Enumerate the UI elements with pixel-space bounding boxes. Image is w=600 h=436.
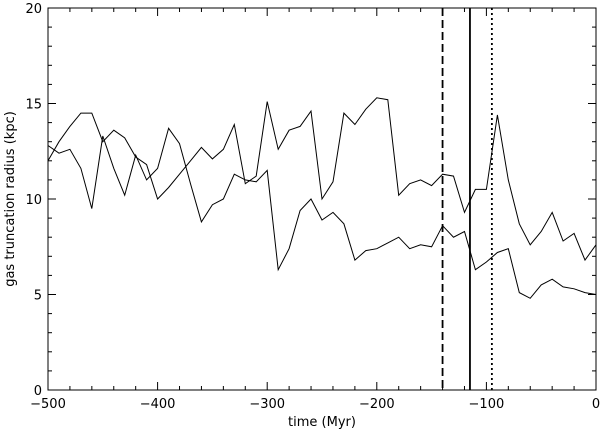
series-line-1 [47,97,597,262]
x-tick-label: −300 [249,397,285,412]
x-tick-label: −200 [359,397,395,412]
y-axis-label: gas truncation radius (kpc) [3,111,18,287]
y-tick-label: 20 [25,2,42,17]
x-tick-label: 0 [592,397,600,412]
x-tick-label: −400 [140,397,176,412]
y-tick-label: 0 [34,384,42,399]
x-axis-label: time (Myr) [288,415,356,430]
y-tick-label: 15 [25,98,42,113]
x-tick-label: −100 [469,397,505,412]
x-tick-label: −500 [30,397,66,412]
y-tick-label: 5 [34,289,42,304]
y-tick-label: 10 [25,193,42,208]
series-line-2 [47,127,597,299]
